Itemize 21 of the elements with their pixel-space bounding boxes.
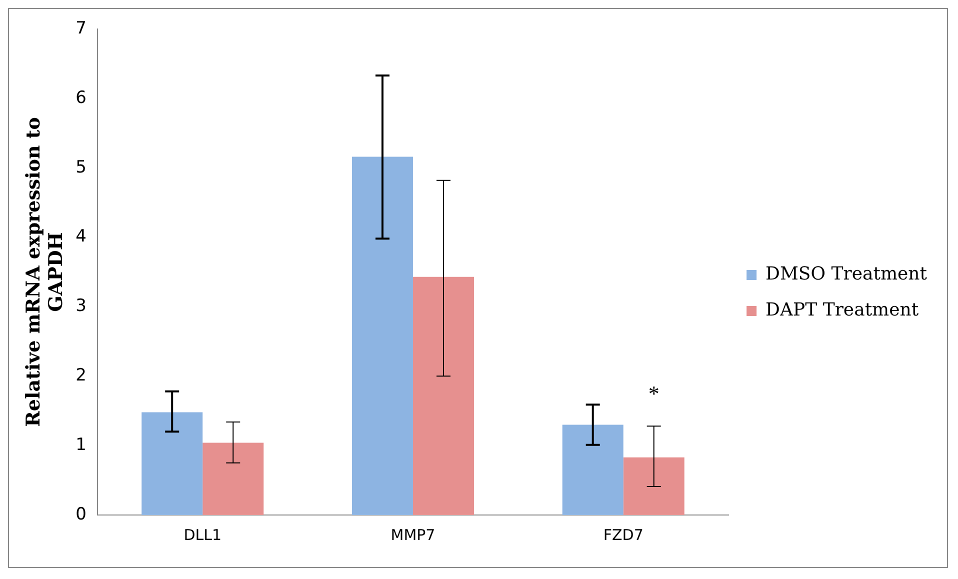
y-tick-label: 4 <box>76 226 86 247</box>
x-tick-label: MMP7 <box>390 526 436 544</box>
bar <box>623 457 684 515</box>
y-tick-label: 5 <box>76 157 86 178</box>
x-tick-label: DLL1 <box>184 526 222 544</box>
x-tick-label: FZD7 <box>603 526 644 544</box>
y-tick-label: 3 <box>76 296 86 316</box>
bar <box>352 156 413 515</box>
legend-label: DMSO Treatment <box>766 264 928 285</box>
bar <box>202 442 264 515</box>
y-tick-label: 0 <box>76 504 86 524</box>
y-tick-label: 7 <box>76 18 86 38</box>
bar <box>142 412 203 515</box>
annotation: * <box>648 381 660 406</box>
y-tick-label: 6 <box>76 88 86 108</box>
y-axis-title: Relative mRNA expression to GAPDH <box>22 117 68 427</box>
y-tick-label: 2 <box>76 366 86 386</box>
bar <box>412 276 474 515</box>
bar <box>562 424 624 515</box>
y-tick-label: 1 <box>76 434 86 455</box>
legend-label: DAPT Treatment <box>766 300 920 321</box>
